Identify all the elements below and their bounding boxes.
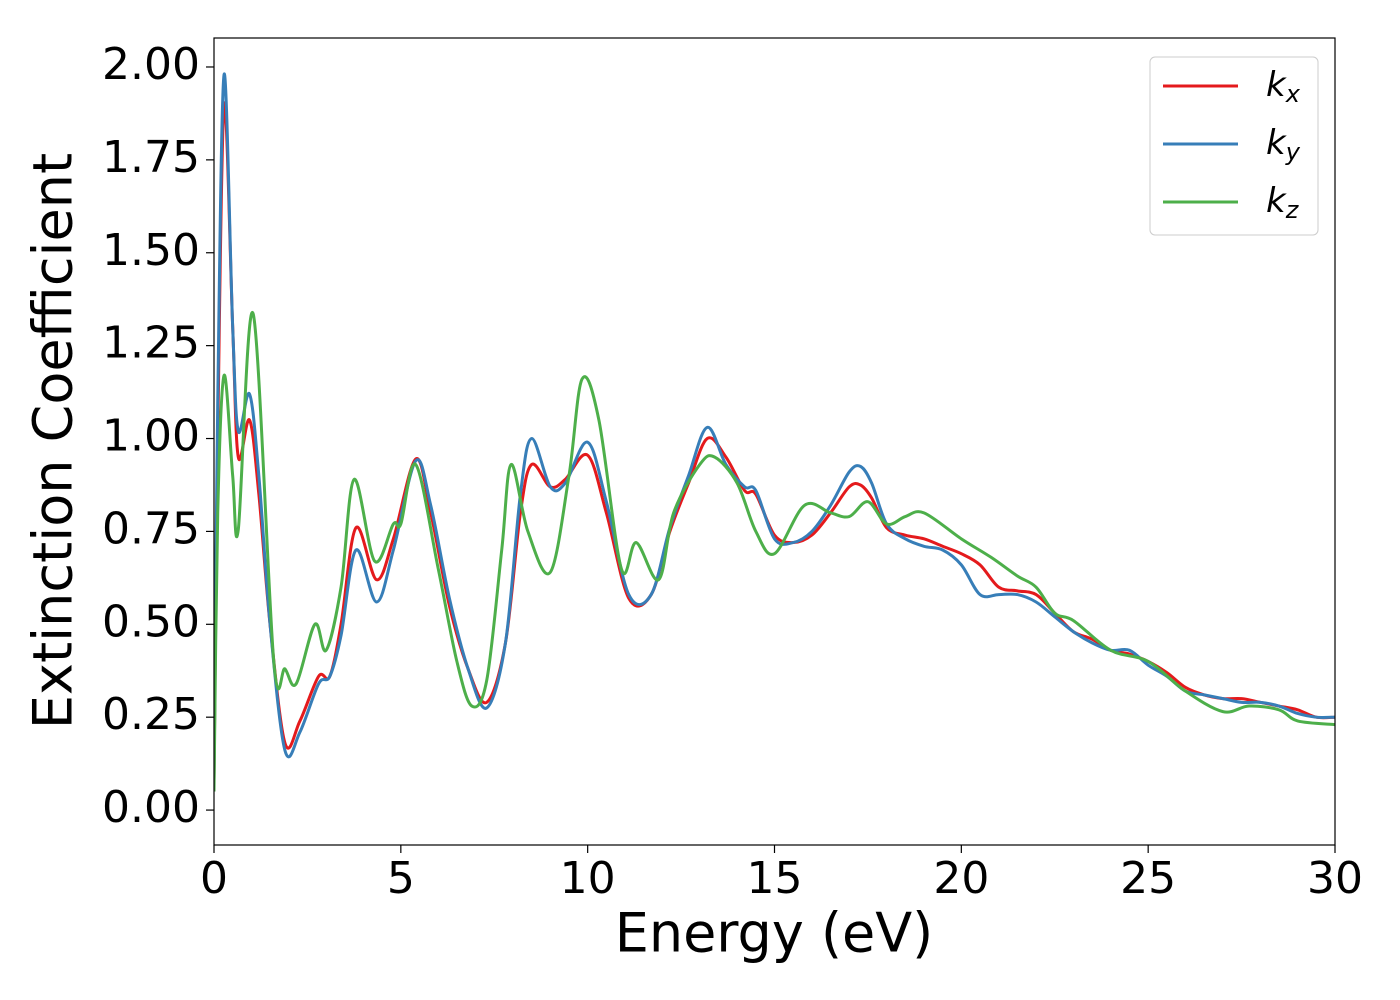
legend-label: ky	[1266, 123, 1301, 167]
data-line	[214, 311, 1335, 792]
x-tick-label: 10	[560, 853, 616, 904]
y-tick-label: 1.75	[102, 132, 200, 183]
x-axis-label: Energy (eV)	[615, 902, 934, 965]
x-tick-label: 25	[1120, 853, 1176, 904]
legend-label: kz	[1266, 181, 1300, 225]
plot-area	[214, 72, 1335, 792]
y-tick-label: 2.00	[102, 39, 200, 90]
y-tick-label: 0.75	[102, 503, 200, 554]
x-tick-label: 0	[200, 853, 228, 904]
x-tick-label: 20	[933, 853, 989, 904]
legend-box	[1149, 56, 1319, 236]
y-tick-label: 0.25	[102, 689, 200, 740]
y-tick-label: 0.50	[102, 596, 200, 647]
x-tick-label: 5	[387, 853, 415, 904]
y-tick-label: 1.25	[102, 318, 200, 369]
x-tick-label: 15	[747, 853, 803, 904]
y-axis-label: Extinction Coefficient	[22, 153, 85, 729]
y-tick-label: 0.00	[102, 782, 200, 833]
y-tick-label: 1.00	[102, 411, 200, 462]
y-tick-label: 1.50	[102, 225, 200, 276]
x-tick-label: 30	[1307, 853, 1363, 904]
legend-label: kx	[1266, 65, 1301, 109]
